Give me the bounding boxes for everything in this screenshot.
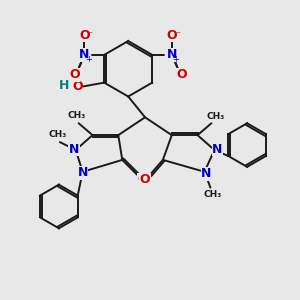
Text: CH₃: CH₃ [49,130,67,139]
Text: O: O [79,28,90,42]
Text: O: O [177,68,187,81]
Text: N: N [77,166,88,179]
Text: ⁻: ⁻ [88,30,93,40]
Text: ⁻: ⁻ [176,30,181,40]
Text: CH₃: CH₃ [203,190,221,199]
Text: N: N [68,142,79,155]
Text: H: H [59,79,70,92]
Text: N: N [212,142,223,155]
Text: +: + [85,55,92,64]
Text: +: + [172,55,179,64]
Text: CH₃: CH₃ [68,111,86,120]
Text: N: N [201,167,212,180]
Text: O: O [167,28,177,42]
Text: CH₃: CH₃ [206,112,224,121]
Text: O: O [138,173,148,186]
Text: O: O [69,68,80,81]
Text: O: O [72,80,83,93]
Text: O: O [140,173,150,186]
Text: N: N [167,48,177,62]
Text: N: N [79,48,90,62]
